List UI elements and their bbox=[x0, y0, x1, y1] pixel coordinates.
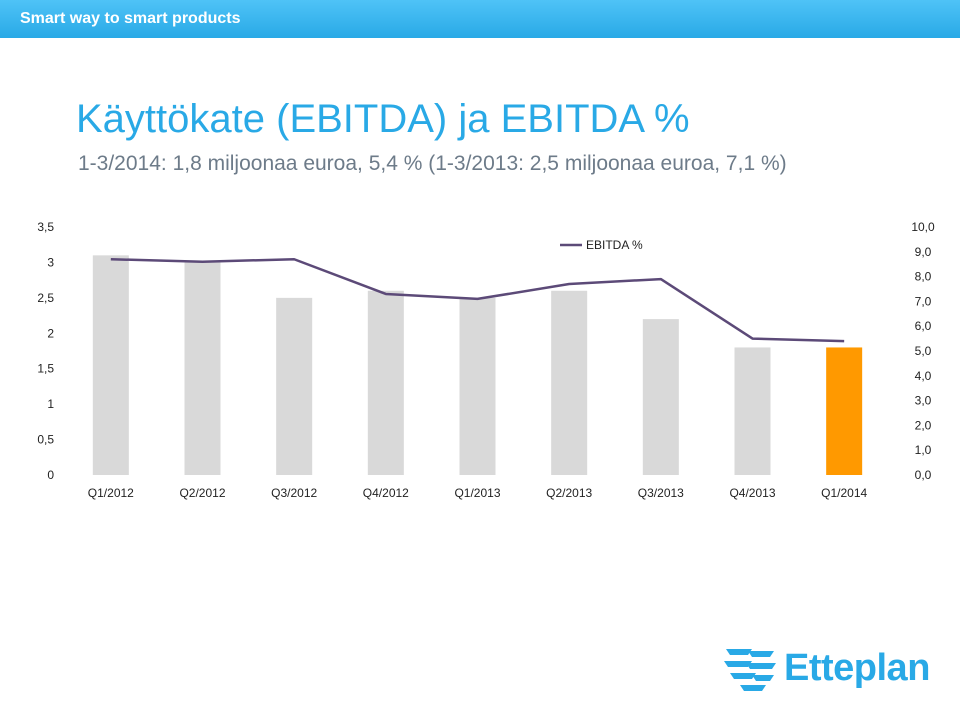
logo-wordmark: Etteplan bbox=[784, 647, 930, 690]
x-tick-label: Q1/2012 bbox=[88, 486, 134, 500]
bar-q2-2012 bbox=[185, 262, 221, 475]
bar-q1-2014 bbox=[826, 347, 862, 475]
y-right-tick-label: 7,0 bbox=[915, 294, 932, 308]
ebitda-chart: 0 0,5 1 1,5 2 2,5 3 3,5 0,0 1,0 2,0 3,0 4,0 5,0 6,0 7,0… bbox=[0, 205, 960, 505]
y-right-tick-label: 1,0 bbox=[915, 443, 932, 457]
y-left-tick-label: 0 bbox=[47, 468, 54, 482]
x-tick-label: Q2/2013 bbox=[546, 486, 592, 500]
y-right-tick-label: 5,0 bbox=[915, 344, 932, 358]
y-right-tick-label: 8,0 bbox=[915, 270, 932, 284]
bar-q4-2013 bbox=[735, 347, 771, 475]
y-right-tick-label: 4,0 bbox=[915, 369, 932, 383]
etteplan-logo: Etteplan bbox=[722, 645, 937, 697]
x-tick-label: Q4/2013 bbox=[729, 486, 775, 500]
y-right-tick-label: 10,0 bbox=[911, 220, 935, 234]
y-right-tick-label: 9,0 bbox=[915, 245, 932, 259]
y-right-tick-label: 0,0 bbox=[915, 468, 932, 482]
bar-q1-2012 bbox=[93, 255, 129, 475]
x-tick-label: Q1/2013 bbox=[454, 486, 500, 500]
x-tick-label: Q1/2014 bbox=[821, 486, 867, 500]
slide-title: Käyttökate (EBITDA) ja EBITDA % bbox=[76, 97, 690, 142]
header-tagline: Smart way to smart products bbox=[20, 10, 241, 28]
x-tick-label: Q3/2012 bbox=[271, 486, 317, 500]
y-right-tick-label: 6,0 bbox=[915, 319, 932, 333]
bar-q3-2012 bbox=[276, 298, 312, 475]
y-left-tick-label: 1 bbox=[47, 397, 54, 411]
x-tick-label: Q2/2012 bbox=[179, 486, 225, 500]
header-bar: Smart way to smart products bbox=[0, 0, 960, 38]
legend-label-ebitda-percent: EBITDA % bbox=[586, 238, 643, 252]
y-left-tick-label: 0,5 bbox=[37, 433, 54, 447]
slide-subtitle: 1-3/2014: 1,8 miljoonaa euroa, 5,4 % (1-… bbox=[78, 152, 787, 176]
y-left-tick-label: 1,5 bbox=[37, 362, 54, 376]
y-left-tick-label: 3 bbox=[47, 255, 54, 269]
y-left-tick-label: 2,5 bbox=[37, 291, 54, 305]
y-left-tick-label: 2 bbox=[47, 326, 54, 340]
y-left-tick-label: 3,5 bbox=[37, 220, 54, 234]
y-right-tick-label: 2,0 bbox=[915, 418, 932, 432]
bar-q1-2013 bbox=[460, 298, 496, 475]
etteplan-logo-icon bbox=[722, 645, 778, 697]
bar-q3-2013 bbox=[643, 319, 679, 475]
y-right-tick-label: 3,0 bbox=[915, 394, 932, 408]
bar-q2-2013 bbox=[551, 291, 587, 475]
bar-q4-2012 bbox=[368, 291, 404, 475]
x-tick-label: Q3/2013 bbox=[638, 486, 684, 500]
x-tick-label: Q4/2012 bbox=[363, 486, 409, 500]
